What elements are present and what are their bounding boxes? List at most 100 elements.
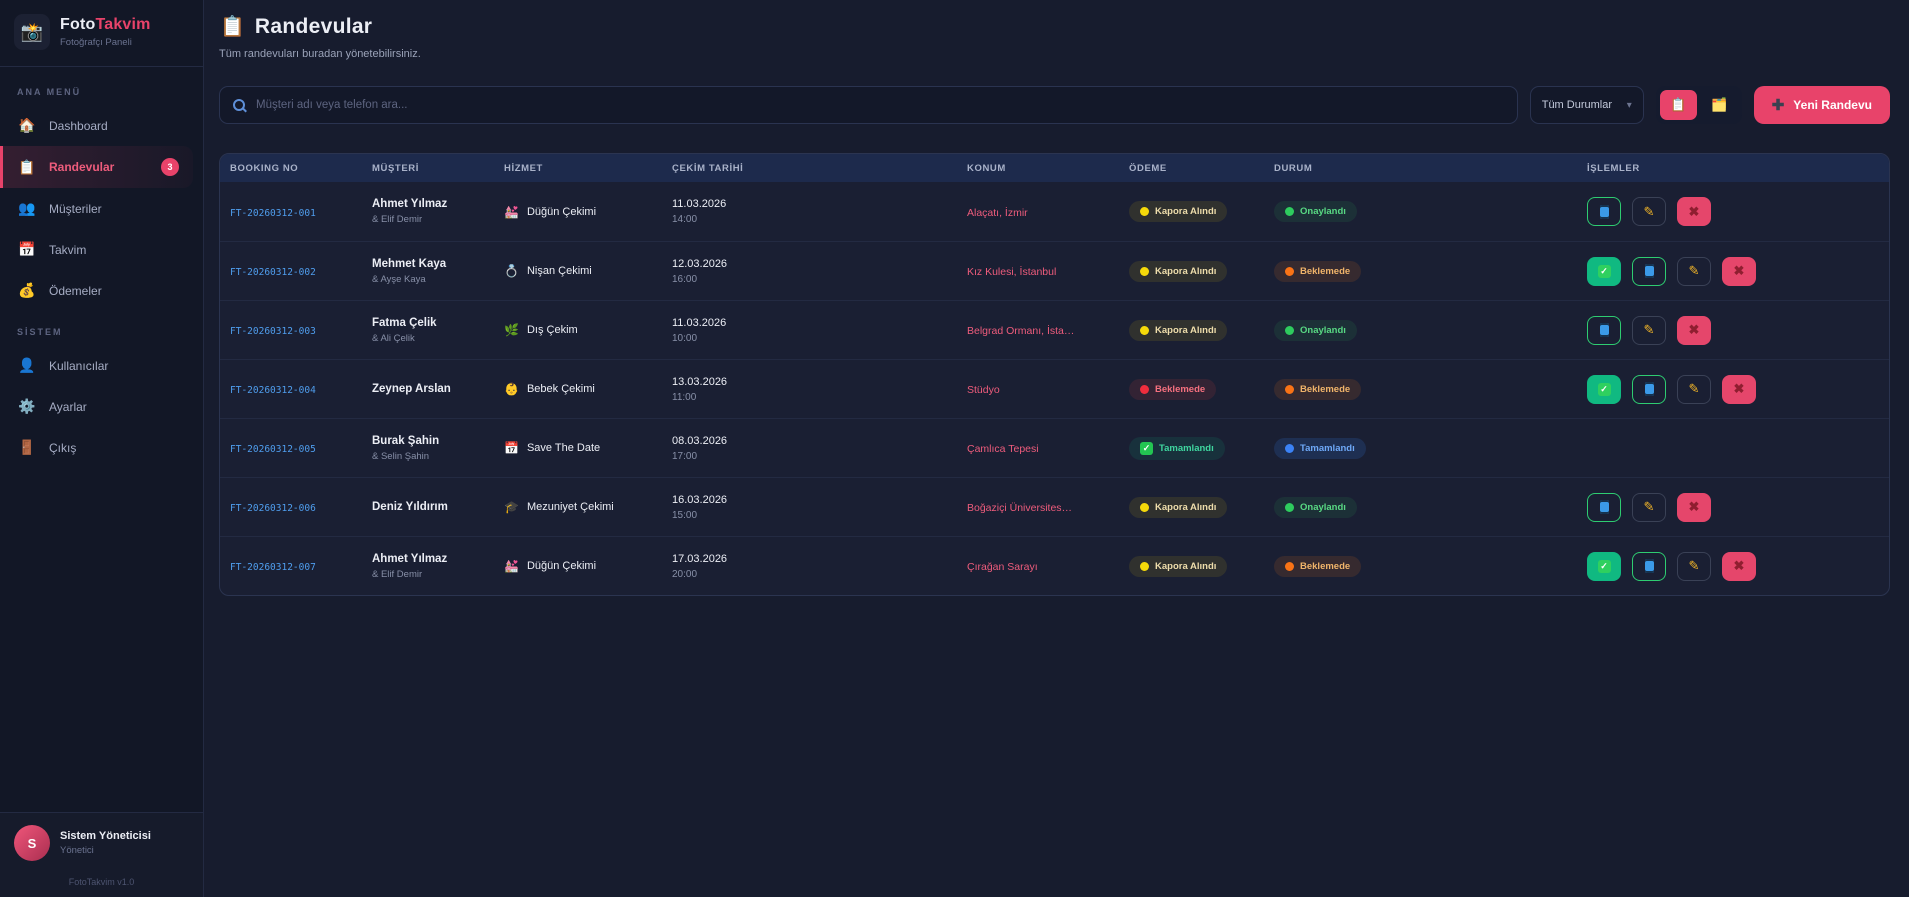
- column-header-konum: KONUM: [967, 162, 1006, 174]
- service-cell: 👶 Bebek Çekimi: [504, 382, 672, 396]
- phone-button[interactable]: [1587, 197, 1621, 226]
- booking-no-cell: FT-20260312-005: [230, 439, 372, 457]
- status-filter-select[interactable]: Tüm Durumlar ▾: [1529, 86, 1644, 124]
- payment-cell: Beklemede: [1129, 378, 1274, 400]
- status-cell: Onaylandı: [1274, 496, 1587, 518]
- customer-cell: Mehmet Kaya & Ayşe Kaya: [372, 258, 504, 285]
- sidebar-nav: ANA MENÜ 🏠 Dashboard 📋 Randevular 3 👥 Müşterile…: [0, 67, 203, 468]
- clipboard-icon: 📋: [18, 158, 36, 175]
- shoot-date: 08.03.2026: [672, 434, 728, 447]
- phone-button[interactable]: [1632, 551, 1666, 581]
- column-header-booking-no: BOOKING NO: [230, 162, 299, 174]
- sidebar-item-ayarlar[interactable]: ⚙️ Ayarlar: [0, 386, 193, 427]
- booking-no-link[interactable]: FT-20260312-007: [230, 562, 316, 573]
- view-toggle: 📋 🗂️: [1655, 86, 1742, 124]
- customer-cell: Ahmet Yılmaz & Elif Demir: [372, 198, 504, 225]
- table-row: FT-20260312-001 Ahmet Yılmaz & Elif Demir 💒…: [220, 182, 1889, 241]
- actions-cell: ✓ ✎ ✖: [1587, 374, 1889, 404]
- x-icon: ✖: [1733, 558, 1745, 573]
- booking-no-cell: FT-20260312-003: [230, 321, 372, 339]
- booking-no-cell: FT-20260312-004: [230, 380, 372, 398]
- location-cell: Boğaziçi Üniversites…: [967, 498, 1129, 516]
- sidebar-item-cikis[interactable]: 🚪 Çıkış: [0, 427, 193, 468]
- actions-cell: ✎ ✖: [1587, 492, 1889, 522]
- phone-button[interactable]: [1632, 374, 1666, 404]
- service-name: Bebek Çekimi: [526, 383, 595, 395]
- money-bag-icon: 💰: [18, 282, 36, 298]
- status-dot: [1285, 561, 1294, 571]
- actions-cell: ✎ ✖: [1587, 315, 1889, 345]
- delete-button[interactable]: ✖: [1722, 256, 1756, 286]
- payment-label: Kapora Alındı: [1155, 206, 1217, 217]
- delete-button[interactable]: ✖: [1677, 492, 1711, 522]
- location-text: Kız Kulesi, İstanbul: [967, 266, 1057, 278]
- customer-partner: & Selin Şahin: [372, 450, 430, 462]
- approve-button[interactable]: ✓: [1587, 256, 1621, 286]
- sidebar-item-musteriler[interactable]: 👥 Müşteriler: [0, 188, 193, 229]
- edit-button[interactable]: ✎: [1677, 374, 1711, 404]
- herb-icon: 🌿: [504, 323, 519, 337]
- phone-icon: [1599, 500, 1609, 514]
- search-box[interactable]: [219, 86, 1518, 124]
- delete-button[interactable]: ✖: [1677, 197, 1711, 226]
- card-view-button[interactable]: 🗂️: [1701, 90, 1738, 120]
- page-title: Randevular: [254, 14, 373, 38]
- gear-icon: ⚙️: [18, 398, 36, 414]
- sidebar-item-kullanicilar[interactable]: 👤 Kullanıcılar: [0, 345, 193, 386]
- shoot-time: 20:00: [672, 568, 698, 580]
- status-dot: [1140, 325, 1149, 335]
- list-view-button[interactable]: 📋: [1659, 90, 1697, 120]
- check-icon: ✓: [1597, 559, 1611, 573]
- phone-button[interactable]: [1587, 315, 1621, 345]
- edit-button[interactable]: ✎: [1632, 197, 1666, 226]
- booking-no-link[interactable]: FT-20260312-001: [230, 207, 316, 219]
- x-icon: ✖: [1733, 381, 1745, 396]
- booking-no-link[interactable]: FT-20260312-003: [230, 326, 316, 337]
- phone-icon: [1644, 264, 1654, 278]
- table-row: FT-20260312-005 Burak Şahin & Selin Şahin 📅…: [220, 418, 1889, 477]
- service-name: Mezuniyet Çekimi: [526, 501, 614, 513]
- actions-cell: ✓ ✎ ✖: [1587, 256, 1889, 286]
- booking-no-link[interactable]: FT-20260312-005: [230, 444, 316, 455]
- delete-button[interactable]: ✖: [1722, 374, 1756, 404]
- baby-icon: 👶: [504, 382, 519, 396]
- sidebar-item-odemeler[interactable]: 💰 Ödemeler: [0, 270, 193, 311]
- app-version: FotoTakvim v1.0: [0, 869, 203, 897]
- calendar-icon: 📅: [504, 441, 519, 455]
- shoot-date: 16.03.2026: [672, 493, 728, 506]
- booking-no-link[interactable]: FT-20260312-002: [230, 267, 316, 278]
- edit-button[interactable]: ✎: [1677, 256, 1711, 286]
- customer-cell: Zeynep Arslan: [372, 383, 504, 395]
- user-name: Sistem Yöneticisi: [60, 830, 151, 842]
- sidebar-item-takvim[interactable]: 📅 Takvim: [0, 229, 193, 270]
- booking-no-link[interactable]: FT-20260312-004: [230, 385, 316, 396]
- sidebar-item-dashboard[interactable]: 🏠 Dashboard: [0, 105, 193, 146]
- status-badge: Tamamlandı: [1274, 437, 1366, 459]
- delete-button[interactable]: ✖: [1722, 551, 1756, 581]
- location-text: Stüdyo: [967, 384, 1000, 396]
- shoot-date-cell: 11.03.2026 14:00: [672, 198, 967, 225]
- shoot-time: 14:00: [672, 214, 698, 225]
- phone-button[interactable]: [1632, 256, 1666, 286]
- delete-button[interactable]: ✖: [1677, 315, 1711, 345]
- booking-no-link[interactable]: FT-20260312-006: [230, 503, 316, 514]
- sidebar: 📸 FotoTakvim Fotoğrafçı Paneli ANA MENÜ 🏠…: [0, 0, 204, 897]
- new-appointment-button[interactable]: ✚ Yeni Randevu: [1753, 86, 1890, 124]
- sidebar-item-randevular[interactable]: 📋 Randevular 3: [0, 146, 193, 188]
- actions-cell: ✓ ✎ ✖: [1587, 551, 1889, 581]
- edit-button[interactable]: ✎: [1677, 551, 1711, 581]
- edit-button[interactable]: ✎: [1632, 315, 1666, 345]
- customer-name: Deniz Yıldırım: [372, 501, 448, 513]
- status-dot: [1285, 325, 1294, 335]
- approve-button[interactable]: ✓: [1587, 374, 1621, 404]
- ring-icon: 💍: [504, 264, 519, 278]
- service-cell: 💒 Düğün Çekimi: [504, 205, 672, 219]
- phone-button[interactable]: [1587, 492, 1621, 522]
- pencil-icon: ✎: [1688, 558, 1700, 573]
- search-input[interactable]: [256, 99, 1504, 111]
- pencil-icon: ✎: [1643, 322, 1655, 337]
- calendar-icon: 📅: [18, 241, 36, 257]
- edit-button[interactable]: ✎: [1632, 492, 1666, 522]
- payment-badge: Kapora Alındı: [1129, 319, 1228, 341]
- approve-button[interactable]: ✓: [1587, 551, 1621, 581]
